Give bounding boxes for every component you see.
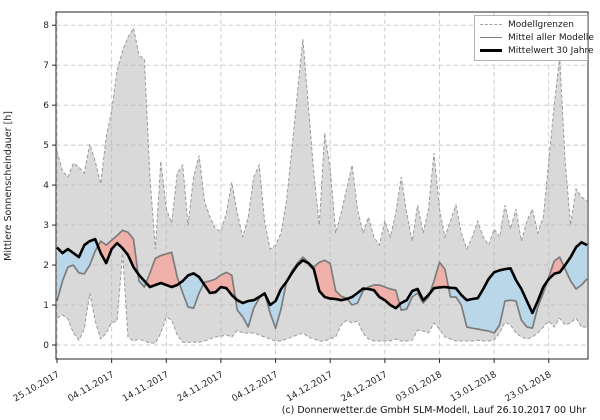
legend: Modellgrenzen Mittel aller Modelle Mitte…: [474, 15, 594, 61]
fill-below-normal: [448, 268, 548, 333]
dashed-line-icon: [480, 24, 502, 25]
x-axis: 25.10.2017 04.11.2017 14.11.2017 24.11.2017…: [12, 359, 554, 404]
x-tick-label: 24.12.2017: [340, 370, 390, 404]
legend-item-modellgrenzen: Modellgrenzen: [480, 19, 583, 30]
y-tick-label: 2: [43, 261, 49, 271]
x-tick-label: 03.01.2018: [394, 370, 444, 405]
x-tick-label: 13.01.2018: [449, 370, 499, 405]
x-tick-label: 14.12.2017: [285, 370, 335, 404]
model-range-band: [57, 28, 587, 343]
y-tick-label: 8: [43, 21, 49, 31]
thick-line-icon: [480, 49, 502, 52]
y-tick-label: 3: [43, 221, 49, 231]
y-axis: 0 1 2 3 4 5 6 7 8: [43, 21, 56, 351]
y-axis-label: Mittlere Sonnenscheindauer [h]: [3, 110, 14, 261]
legend-label: Mittelwert 30 Jahre: [508, 45, 594, 56]
x-tick-label: 14.11.2017: [121, 370, 171, 404]
y-tick-label: 6: [43, 101, 49, 111]
model-range-lower-bound: [56, 253, 587, 344]
fill-below-normal: [399, 289, 430, 311]
x-tick-label: 24.11.2017: [176, 370, 226, 404]
x-tick-label: 04.12.2017: [230, 370, 280, 404]
y-tick-label: 4: [43, 181, 49, 191]
y-tick-label: 0: [43, 341, 49, 351]
legend-item-mittelwert-30-jahre: Mittelwert 30 Jahre: [480, 45, 594, 56]
legend-label: Modellgrenzen: [508, 19, 574, 30]
model-range-upper-bound: [56, 26, 588, 251]
y-tick-label: 7: [43, 61, 49, 71]
x-tick-label: 25.10.2017: [12, 370, 62, 404]
y-tick-label: 5: [43, 141, 49, 151]
fill-above-normal: [98, 230, 138, 274]
fill-below-normal: [264, 281, 366, 329]
x-tick-label: 23.01.2018: [504, 370, 554, 405]
copyright-caption: (c) Donnerwetter.de GmbH SLM-Modell, Lau…: [281, 405, 586, 416]
mean-30y-line: [56, 237, 588, 315]
x-tick-label: 04.11.2017: [66, 370, 116, 404]
model-mean-line: [56, 229, 588, 334]
y-tick-label: 1: [43, 301, 49, 311]
legend-label: Mittel aller Modelle: [508, 32, 594, 43]
solid-line-icon: [480, 37, 502, 38]
legend-item-mittel-aller-modelle: Mittel aller Modelle: [480, 32, 594, 43]
